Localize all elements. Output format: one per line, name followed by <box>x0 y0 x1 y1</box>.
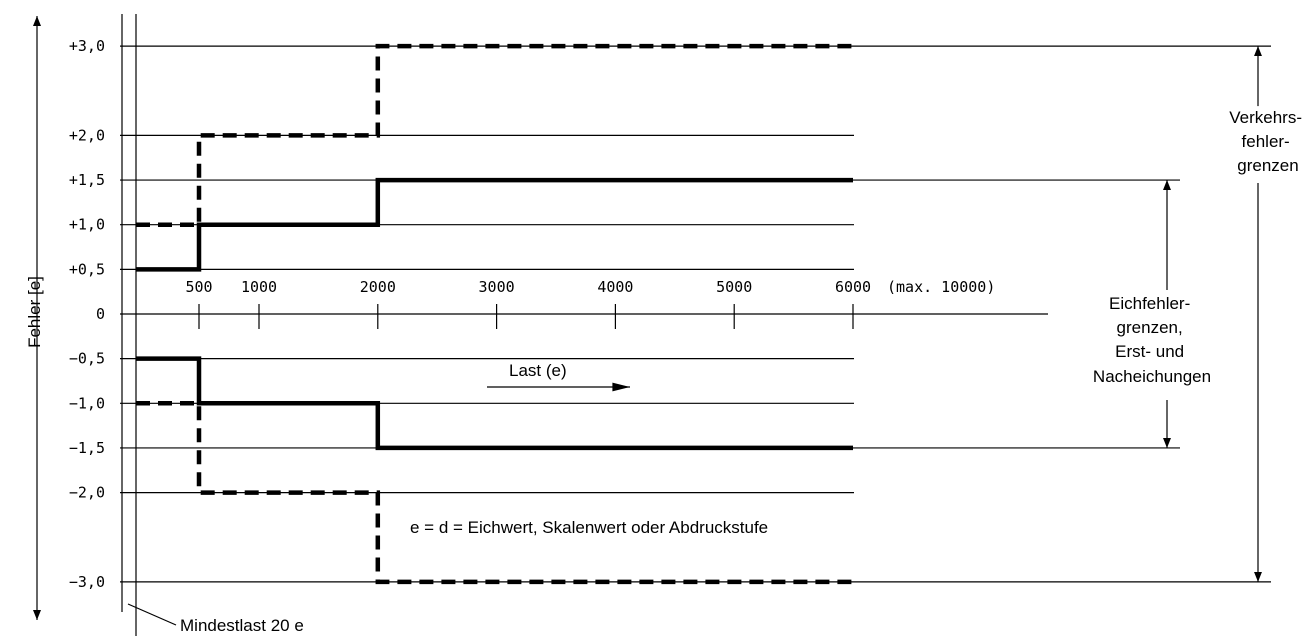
y-tick-label: 0 <box>96 305 105 323</box>
y-tick-label: +3,0 <box>69 37 105 55</box>
y-tick-label: −2,0 <box>69 484 105 502</box>
x-tick-label: 6000 <box>835 278 871 296</box>
x-tick-label: 1000 <box>241 278 277 296</box>
y-tick-label: −0,5 <box>69 350 105 368</box>
y-tick-label: +0,5 <box>69 260 105 278</box>
verkehrs-label-line: grenzen <box>1237 156 1298 175</box>
y-tick-labels: +3,0 +2,0 +1,5 +1,0 +0,5 0 −0,5 −1,0 −1,5 −2,0 −3,… <box>69 37 105 591</box>
y-tick-label: +2,0 <box>69 126 105 144</box>
x-tick-label: 2000 <box>360 278 396 296</box>
eich-label: Eichfehler- grenzen, Erst- und Nacheichu… <box>1093 294 1211 386</box>
y-tick-label: +1,0 <box>69 216 105 234</box>
eich-label-line: Nacheichungen <box>1093 367 1211 386</box>
load-direction-label: Last (e) <box>509 361 567 380</box>
verkehrs-label-line: Verkehrs- <box>1229 108 1302 127</box>
y-tick-label: −3,0 <box>69 573 105 591</box>
eich-label-line: Eichfehler- <box>1109 294 1190 313</box>
x-tick-label: 3000 <box>479 278 515 296</box>
x-max-note: (max. 10000) <box>887 278 995 296</box>
definition-note: e = d = Eichwert, Skalenwert oder Abdruc… <box>410 518 768 537</box>
y-axis-label: Fehler [e] <box>25 276 44 348</box>
eich-label-line: Erst- und <box>1115 342 1184 361</box>
dashed-series-line <box>136 43 853 227</box>
eich-label-line: grenzen, <box>1117 318 1183 337</box>
y-tick-label: +1,5 <box>69 171 105 189</box>
y-tick-label: −1,0 <box>69 394 105 412</box>
y-tick-label: −1,5 <box>69 439 105 457</box>
dimension-arrows <box>1163 46 1262 582</box>
solid-series-line <box>136 356 853 451</box>
x-tick-label: 500 <box>185 278 212 296</box>
grid-lines <box>120 45 1271 583</box>
min-load-label: Mindestlast 20 e <box>180 616 304 635</box>
x-ticks: 500 1000 2000 3000 4000 5000 6000 <box>185 278 871 329</box>
axes <box>33 14 137 636</box>
x-tick-label: 4000 <box>597 278 633 296</box>
verkehrs-label-line: fehler- <box>1242 132 1290 151</box>
min-load-leader <box>127 603 177 626</box>
x-tick-label: 5000 <box>716 278 752 296</box>
verkehrs-label: Verkehrs- fehler- grenzen <box>1229 108 1306 175</box>
series-group <box>136 43 853 585</box>
solid-series-line <box>136 177 853 272</box>
dashed-series-line <box>136 401 853 585</box>
